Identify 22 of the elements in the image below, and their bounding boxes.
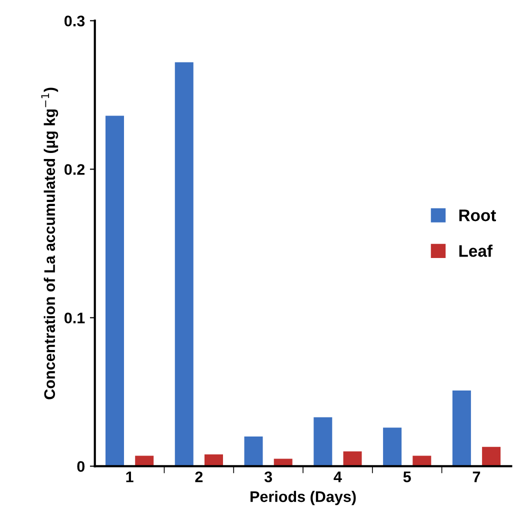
bar <box>482 446 501 466</box>
y-tick-label: 0.1 <box>64 312 85 324</box>
x-axis-title: Periods (Days) <box>250 490 356 506</box>
y-tick-label: 0.3 <box>64 16 85 26</box>
x-tick-label: 3 <box>264 471 272 482</box>
x-tick-label: 7 <box>472 472 480 482</box>
bar <box>383 428 402 466</box>
x-tick-label: 2 <box>195 471 203 482</box>
y-tick-label: 0.2 <box>64 164 85 175</box>
x-tick-label: 4 <box>334 472 342 482</box>
bar <box>244 436 263 466</box>
y-axis-title: Concentration of La accumulated (µg kg$^{−1}$) <box>41 88 58 400</box>
legend-label: Root <box>459 210 496 222</box>
bar <box>343 451 362 466</box>
bar <box>314 417 332 466</box>
bar <box>452 390 471 466</box>
y-tick-label: 0 <box>77 461 85 472</box>
x-tick-label: 5 <box>403 472 411 482</box>
legend-label: Leaf <box>459 244 493 257</box>
bar <box>174 62 194 466</box>
bar <box>106 116 124 466</box>
x-tick-label: 1 <box>126 472 134 482</box>
